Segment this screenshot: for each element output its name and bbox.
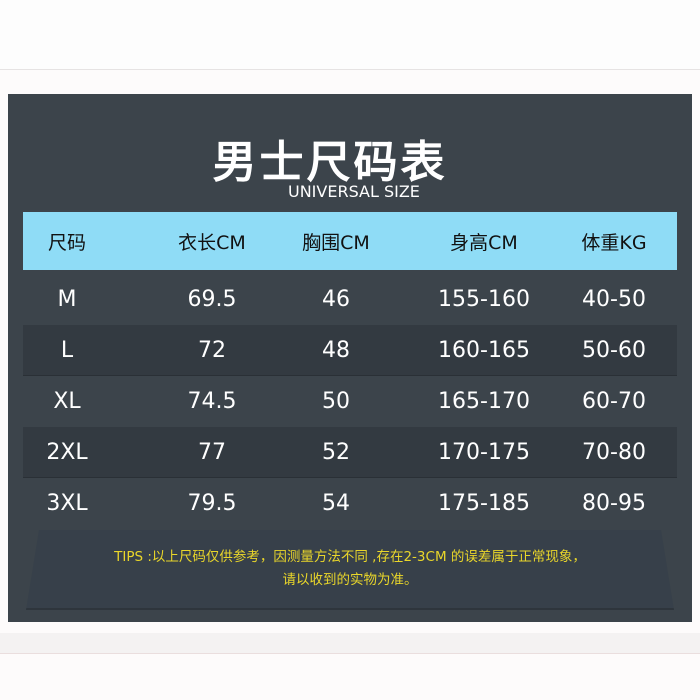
header-length: 衣长CM: [178, 231, 246, 254]
table-cell: 48: [322, 337, 350, 363]
table-cell: 2XL: [46, 439, 88, 465]
tips-line-1: TIPS :以上尺码仅供参考，因测量方法不同 ,存在2-3CM 的误差属于正常现…: [114, 549, 586, 565]
table-row: L 72 48 160-165 50-60: [23, 325, 677, 375]
table-cell: 60-70: [582, 388, 646, 414]
table-cell: 79.5: [187, 490, 237, 516]
table-cell: 165-170: [438, 388, 530, 414]
bottom-band: [0, 633, 700, 654]
chart-subtitle: UNIVERSAL SIZE: [288, 182, 420, 201]
table-cell: 175-185: [438, 490, 530, 516]
table-cell: 54: [322, 490, 350, 516]
table-cell: 46: [322, 286, 350, 312]
header-height: 身高CM: [450, 231, 518, 254]
table-cell: 50: [322, 388, 350, 414]
table-cell: 3XL: [46, 490, 88, 516]
table-cell: 77: [198, 439, 226, 465]
table-cell: 50-60: [582, 337, 646, 363]
table-row: M 69.5 46 155-160 40-50: [23, 274, 677, 324]
header-weight: 体重KG: [581, 231, 647, 254]
tips-line-2: 请以收到的实物为准。: [282, 572, 418, 588]
table-cell: M: [57, 286, 77, 312]
title-text: 男士尺码表: [212, 137, 448, 188]
table-cell: 170-175: [438, 439, 530, 465]
table-row: 3XL 79.5 54 175-185 80-95: [23, 478, 677, 528]
table-cell: L: [60, 337, 74, 363]
chart-title: 男士尺码表: [8, 126, 692, 190]
header-size: 尺码: [47, 231, 87, 254]
table-cell: 70-80: [582, 439, 646, 465]
table-cell: 52: [322, 439, 350, 465]
table-cell: 155-160: [438, 286, 530, 312]
table-cell: 40-50: [582, 286, 646, 312]
table-header: 尺码 衣长CM 胸围CM 身高CM 体重KG: [23, 212, 677, 270]
header-chest: 胸围CM: [302, 231, 370, 254]
top-blank-area: [0, 0, 700, 70]
tips-box: TIPS :以上尺码仅供参考，因测量方法不同 ,存在2-3CM 的误差属于正常现…: [26, 530, 674, 610]
table-row: 2XL 77 52 170-175 70-80: [23, 427, 677, 477]
table-cell: 74.5: [187, 388, 237, 414]
table-cell: 80-95: [582, 490, 646, 516]
table-cell: 160-165: [438, 337, 530, 363]
table-cell: 72: [198, 337, 226, 363]
size-chart-panel: 男士尺码表 UNIVERSAL SIZE 尺码 衣长CM 胸围CM 身高CM 体…: [8, 94, 692, 622]
table-row: XL 74.5 50 165-170 60-70: [23, 376, 677, 426]
table-cell: 69.5: [187, 286, 237, 312]
table-cell: XL: [53, 388, 81, 414]
